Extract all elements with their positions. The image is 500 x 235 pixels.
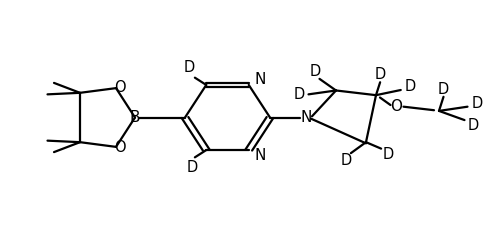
Text: D: D	[468, 118, 479, 133]
Text: D: D	[184, 60, 194, 75]
Text: D: D	[187, 160, 198, 175]
Text: O: O	[114, 80, 126, 95]
Text: N: N	[254, 72, 266, 87]
Text: D: D	[405, 79, 416, 94]
Text: D: D	[438, 82, 449, 97]
Text: D: D	[374, 67, 386, 82]
Text: N: N	[254, 148, 266, 163]
Text: O: O	[114, 140, 126, 155]
Text: O: O	[390, 99, 402, 114]
Text: N: N	[300, 110, 312, 125]
Text: D: D	[294, 87, 305, 102]
Text: D: D	[383, 147, 394, 162]
Text: D: D	[472, 96, 483, 111]
Text: D: D	[340, 153, 351, 168]
Text: D: D	[310, 64, 321, 79]
Text: B: B	[130, 110, 140, 125]
